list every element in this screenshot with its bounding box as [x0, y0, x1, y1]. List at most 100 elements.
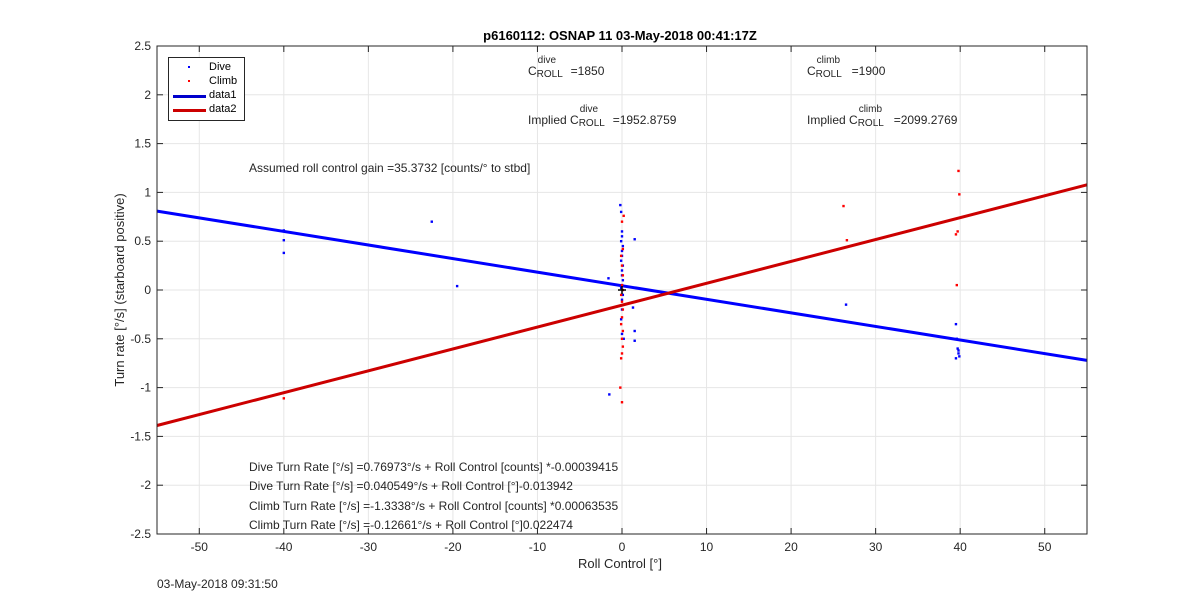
legend-item-data2: data2 — [169, 103, 244, 117]
x-tick-label: 10 — [700, 540, 714, 554]
climb-point — [958, 193, 961, 196]
climb-equation-degrees: Climb Turn Rate [°/s] =-0.12661°/s + Rol… — [249, 518, 573, 532]
y-axis-label: Turn rate [°/s] (starboard positive) — [112, 193, 127, 386]
y-tick-label: 2.5 — [134, 39, 151, 53]
dive-point — [607, 277, 610, 280]
x-tick-label: 40 — [954, 540, 968, 554]
y-tick-label: -2.5 — [130, 527, 151, 541]
dive-point — [620, 298, 624, 301]
x-tick-label: -50 — [191, 540, 209, 554]
y-tick-label: -0.5 — [130, 332, 151, 346]
x-axis-label: Roll Control [°] — [578, 556, 662, 571]
legend-label-climb: Climb — [209, 75, 238, 87]
y-tick-label: 1.5 — [134, 137, 151, 151]
climb-point — [619, 386, 622, 389]
climb-point — [620, 316, 624, 319]
dive-point — [621, 279, 625, 282]
climb-point — [622, 214, 625, 218]
climb-point — [955, 283, 958, 287]
chart-title: p6160112: OSNAP 11 03-May-2018 00:41:17Z — [483, 28, 757, 43]
x-tick-label: -10 — [529, 540, 547, 554]
dive-point — [631, 306, 635, 309]
dive-point — [620, 269, 624, 272]
data1-line-icon — [173, 95, 206, 98]
climb-point — [620, 264, 624, 267]
dive-point — [282, 251, 286, 255]
legend-item-dive: Dive — [169, 61, 244, 75]
dive-point — [633, 238, 636, 241]
dive-point — [958, 355, 961, 358]
dive-point — [622, 337, 625, 340]
y-tick-label: -1.5 — [130, 429, 151, 443]
dive-point — [608, 393, 611, 396]
dive-point — [957, 349, 960, 352]
dive-point — [619, 259, 623, 262]
dive-point — [621, 244, 625, 248]
y-tick-label: 2 — [144, 88, 151, 102]
x-tick-label: -30 — [360, 540, 378, 554]
dive-point — [633, 329, 636, 333]
dive-marker-icon — [188, 66, 190, 68]
x-tick-label: -40 — [275, 540, 293, 554]
climb-point — [845, 239, 849, 242]
dive-point — [619, 286, 623, 290]
dive-point — [954, 357, 958, 360]
x-tick-label: -20 — [444, 540, 462, 554]
y-tick-label: 0 — [144, 283, 151, 297]
dive-equation-degrees: Dive Turn Rate [°/s] =0.040549°/s + Roll… — [249, 479, 573, 493]
dive-point — [620, 235, 624, 238]
climb-marker-icon — [188, 80, 190, 82]
climb-equation-counts: Climb Turn Rate [°/s] =-1.3338°/s + Roll… — [249, 499, 619, 513]
legend-label-dive: Dive — [209, 61, 232, 73]
y-tick-label: -1 — [140, 381, 151, 395]
climb-point — [619, 293, 623, 297]
x-tick-label: 50 — [1038, 540, 1052, 554]
climb-point — [957, 169, 960, 173]
climb-point — [621, 274, 625, 277]
climb-point — [619, 254, 623, 258]
legend-item-climb: Climb — [169, 75, 244, 89]
timestamp-footer: 03-May-2018 09:31:50 — [157, 577, 278, 591]
y-tick-label: 1 — [144, 185, 151, 199]
climb-point — [842, 204, 845, 208]
climb-point — [620, 352, 624, 355]
axis-ticks: -50 -40 -30 -20 -10 0 10 20 30 40 50 -2.5 -2 -1.5 -1 -0… — [130, 39, 1087, 554]
climb-point — [619, 357, 623, 360]
x-tick-label: 20 — [784, 540, 798, 554]
dive-point — [620, 230, 624, 233]
dive-point — [633, 339, 636, 342]
dive-point — [455, 284, 459, 288]
data-points — [282, 169, 961, 404]
dive-point — [954, 322, 958, 326]
y-tick-label: -2 — [140, 478, 151, 492]
fit-line-data2 — [156, 183, 1088, 427]
climb-point — [954, 233, 958, 236]
dive-point — [282, 239, 286, 242]
dive-point — [844, 303, 848, 306]
dive-point — [620, 249, 624, 253]
dive-point — [957, 352, 960, 355]
climb-point — [621, 345, 625, 348]
dive-point — [619, 210, 623, 214]
dive-equation-counts: Dive Turn Rate [°/s] =0.76973°/s + Roll … — [249, 460, 619, 474]
climb-point — [619, 322, 623, 326]
climb-point — [620, 300, 624, 303]
climb-point — [621, 247, 625, 251]
data2-line-icon — [173, 109, 206, 112]
climb-point — [620, 401, 624, 404]
legend-item-data1: data1 — [169, 89, 244, 103]
dive-point — [619, 318, 623, 321]
dive-point — [620, 332, 624, 336]
climb-point — [956, 230, 959, 233]
climb-point — [621, 308, 625, 311]
climb-point — [620, 220, 624, 223]
x-tick-label: 30 — [869, 540, 883, 554]
climb-point — [621, 329, 625, 333]
climb-point — [620, 337, 624, 340]
dive-point — [619, 203, 622, 207]
legend-label-data1: data1 — [209, 89, 237, 101]
